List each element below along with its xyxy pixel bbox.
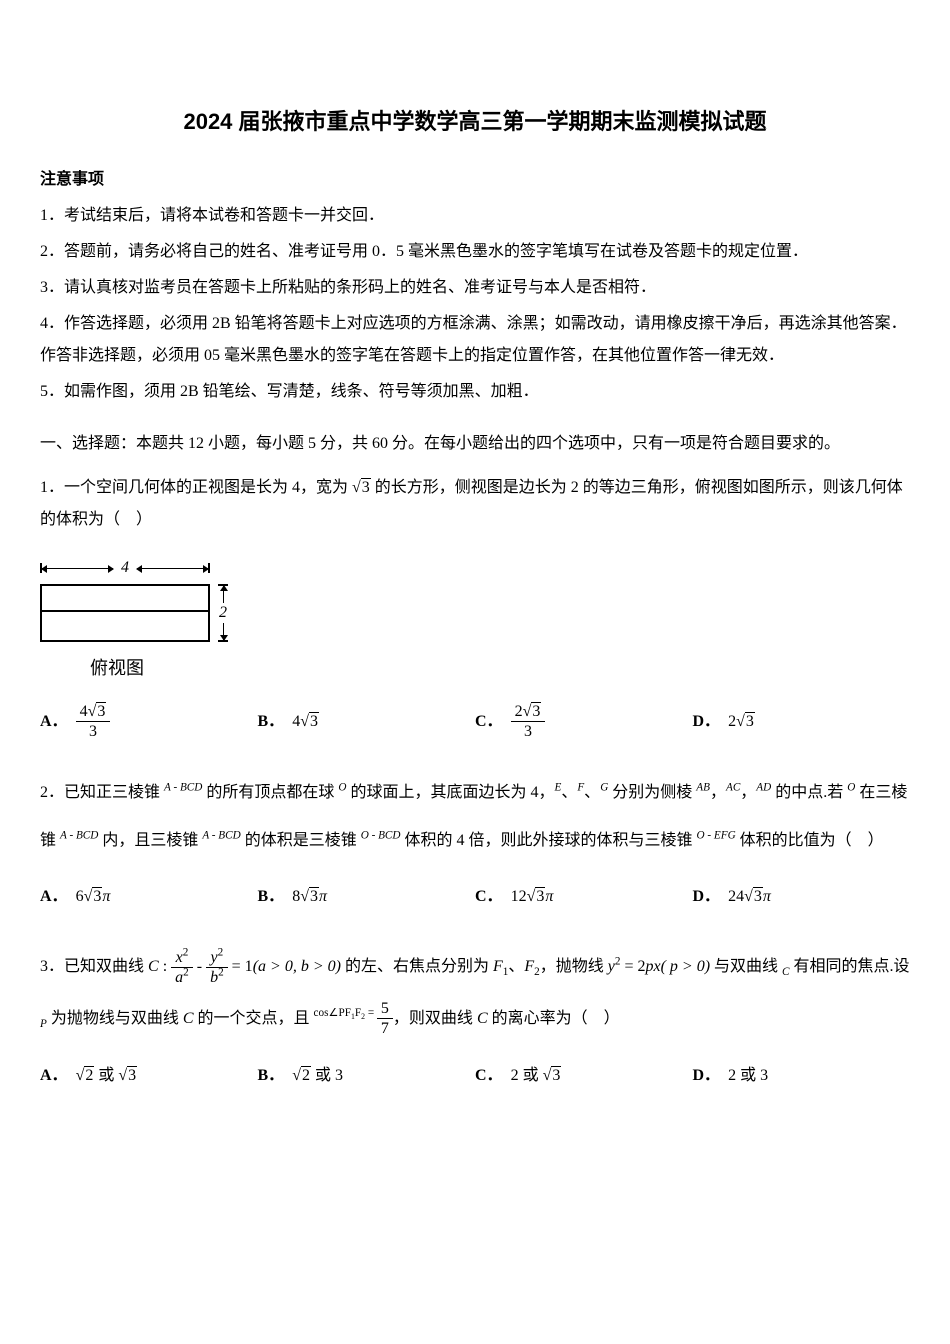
q1-dim-width-label: 4 xyxy=(113,552,137,584)
q3-frac-cos: 57 xyxy=(377,999,393,1038)
q3-options: A． 2 或 3 B． 2 或 3 C． 2 或 3 D． 2 或 3 xyxy=(40,1060,910,1092)
instruction-5: 5．如需作图，须用 2B 铅笔绘、写清楚，线条、符号等须加黑、加粗． xyxy=(40,376,910,408)
q1-option-b: B． 43 xyxy=(258,702,476,741)
q1-optD-val: 23 xyxy=(728,706,755,738)
q1-diagram: 4 2 俯视图 xyxy=(40,552,910,686)
exam-title: 2024 届张掖市重点中学数学高三第一学期期末监测模拟试题 xyxy=(40,100,910,144)
q1-caption: 俯视图 xyxy=(90,650,910,686)
question-3: 3．已知双曲线 C : x2a2 - y2b2 = 1(a > 0, b > 0… xyxy=(40,941,910,1091)
q2-option-a: A． 63π xyxy=(40,881,258,913)
q1-text-part1: 1．一个空间几何体的正视图是长为 4，宽为 xyxy=(40,479,352,496)
q1-optA-frac: 43 3 xyxy=(76,702,111,741)
q3-text: 3．已知双曲线 C : x2a2 - y2b2 = 1(a > 0, b > 0… xyxy=(40,941,910,1043)
q2-optA-val: 63π xyxy=(76,881,111,913)
q1-optB-val: 43 xyxy=(292,706,319,738)
option-label-b: B． xyxy=(258,881,285,913)
q3-optD-val: 2 或 3 xyxy=(728,1060,768,1092)
q3-frac-x: x2a2 xyxy=(171,948,193,987)
q1-dim-height: 2 xyxy=(218,584,228,642)
q1-dim-width: 4 xyxy=(40,552,210,584)
section-1-heading: 一、选择题：本题共 12 小题，每小题 5 分，共 60 分。在每小题给出的四个… xyxy=(40,428,910,460)
option-label-a: A． xyxy=(40,881,68,913)
q3-optB-val: 2 或 3 xyxy=(292,1060,343,1092)
q1-option-a: A． 43 3 xyxy=(40,702,258,741)
option-label-d: D． xyxy=(693,1060,721,1092)
q1-options: A． 43 3 B． 43 C． 23 3 D． 23 xyxy=(40,702,910,741)
q2-optB-val: 83π xyxy=(292,881,327,913)
instructions-block: 注意事项 1．考试结束后，请将本试卷和答题卡一并交回． 2．答题前，请务必将自己… xyxy=(40,164,910,408)
q3-option-c: C． 2 或 3 xyxy=(475,1060,693,1092)
q1-sqrt3: 3 xyxy=(352,472,371,504)
q2-options: A． 63π B． 83π C． 123π D． 243π xyxy=(40,881,910,913)
q3-option-d: D． 2 或 3 xyxy=(693,1060,911,1092)
option-label-c: C． xyxy=(475,1060,503,1092)
q1-option-d: D． 23 xyxy=(693,702,911,741)
instruction-3: 3．请认真核对监考员在答题卡上所粘贴的条形码上的姓名、准考证号与本人是否相符． xyxy=(40,272,910,304)
q3-optC-val: 2 或 3 xyxy=(511,1060,562,1092)
notice-heading: 注意事项 xyxy=(40,164,910,196)
q2-text: 2．已知正三棱锥 A - BCD 的所有顶点都在球 O 的球面上，其底面边长为 … xyxy=(40,769,910,865)
q2-option-c: C． 123π xyxy=(475,881,693,913)
question-1: 1．一个空间几何体的正视图是长为 4，宽为 3 的长方形，侧视图是边长为 2 的… xyxy=(40,472,910,741)
option-label-c: C． xyxy=(475,881,503,913)
q3-frac-y: y2b2 xyxy=(206,948,228,987)
option-label-c: C． xyxy=(475,706,503,738)
q1-dim-height-label: 2 xyxy=(219,603,227,623)
q2-optD-val: 243π xyxy=(728,881,771,913)
option-label-a: A． xyxy=(40,706,68,738)
question-2: 2．已知正三棱锥 A - BCD 的所有顶点都在球 O 的球面上，其底面边长为 … xyxy=(40,769,910,913)
option-label-b: B． xyxy=(258,706,285,738)
q2-option-b: B． 83π xyxy=(258,881,476,913)
q1-option-c: C． 23 3 xyxy=(475,702,693,741)
q1-optC-frac: 23 3 xyxy=(511,702,546,741)
option-label-b: B． xyxy=(258,1060,285,1092)
q2-optC-val: 123π xyxy=(511,881,554,913)
option-label-d: D． xyxy=(693,706,721,738)
instruction-2: 2．答题前，请务必将自己的姓名、准考证号用 0．5 毫米黑色墨水的签字笔填写在试… xyxy=(40,236,910,268)
q3-optA-val: 2 或 3 xyxy=(76,1060,138,1092)
q3-option-b: B． 2 或 3 xyxy=(258,1060,476,1092)
option-label-a: A． xyxy=(40,1060,68,1092)
q3-option-a: A． 2 或 3 xyxy=(40,1060,258,1092)
option-label-d: D． xyxy=(693,881,721,913)
q1-text: 1．一个空间几何体的正视图是长为 4，宽为 3 的长方形，侧视图是边长为 2 的… xyxy=(40,472,910,536)
q2-option-d: D． 243π xyxy=(693,881,911,913)
q1-top-view-box xyxy=(40,584,210,642)
instruction-1: 1．考试结束后，请将本试卷和答题卡一并交回． xyxy=(40,200,910,232)
instruction-4: 4．作答选择题，必须用 2B 铅笔将答题卡上对应选项的方框涂满、涂黑；如需改动，… xyxy=(40,308,910,372)
